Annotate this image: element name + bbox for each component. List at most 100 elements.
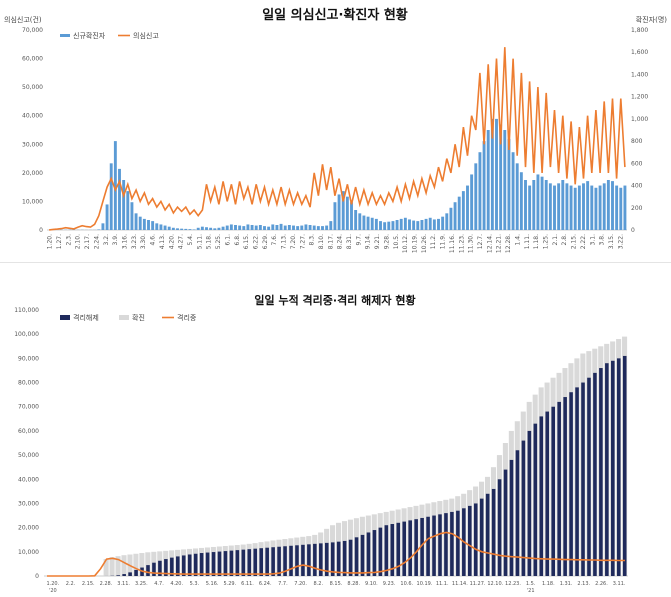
bar-confirmed xyxy=(441,217,444,230)
bar-confirmed xyxy=(557,183,560,230)
x-tick: 5.16. xyxy=(206,581,219,587)
bar-confirmed xyxy=(213,228,216,230)
bar-released xyxy=(504,470,508,576)
y-tick-left: 70,000 xyxy=(22,27,43,34)
x-tick: 1.20. xyxy=(47,234,54,249)
x-tick: 12.21. xyxy=(496,234,503,253)
legend-label-confirmed: 신규확진자 xyxy=(73,31,106,40)
bar-confirmed xyxy=(586,181,589,230)
y-tick-left: 80,000 xyxy=(18,380,39,387)
bar-released xyxy=(361,535,365,576)
bar-confirmed xyxy=(180,229,183,230)
bar-confirmed xyxy=(309,225,312,230)
bar-confirmed xyxy=(400,219,403,230)
x-tick: 7.7. xyxy=(278,581,288,587)
bar-confirmed xyxy=(516,163,519,230)
bar-released xyxy=(128,572,132,576)
bar-confirmed xyxy=(458,197,461,230)
bar-confirmed xyxy=(201,227,204,230)
bar-confirmed xyxy=(255,226,258,230)
bar-released xyxy=(134,570,138,576)
x-tick: 4.7. xyxy=(154,581,164,587)
bar-confirmed xyxy=(528,186,531,230)
bar-confirmed xyxy=(317,226,320,230)
bar-confirmed xyxy=(358,213,361,230)
bar-confirmed xyxy=(367,217,370,230)
bar-released xyxy=(528,431,532,576)
bar-released xyxy=(563,397,567,576)
bar-released xyxy=(575,387,579,576)
x-tick: 7.27. xyxy=(299,234,306,249)
bar-confirmed xyxy=(590,186,593,230)
bar-released xyxy=(242,550,246,576)
bar-released xyxy=(122,574,126,576)
bar-released xyxy=(587,378,591,576)
bar-confirmed xyxy=(429,218,432,230)
x-tick: 2.26. xyxy=(595,581,608,587)
bar-released xyxy=(623,356,627,576)
bar-released xyxy=(224,551,228,576)
bar-confirmed xyxy=(164,226,167,230)
x-tick: 1.27. xyxy=(56,234,63,249)
x-tick: 9.21. xyxy=(374,234,381,249)
bar-confirmed xyxy=(532,180,535,230)
x-tick: 9.14. xyxy=(365,234,372,249)
bar-confirmed xyxy=(354,210,357,230)
x-tick: 10.19. xyxy=(417,581,433,587)
bar-confirmed xyxy=(197,228,200,230)
legend-label-isolated: 격리중 xyxy=(177,313,197,322)
bar-released xyxy=(313,544,317,576)
y-tick-left: 50,000 xyxy=(22,84,43,91)
bar-confirmed xyxy=(404,218,407,230)
bar-confirmed xyxy=(106,204,109,230)
chart-title: 일일 누적 격리중·격리 해제자 현황 xyxy=(254,293,415,307)
bar-confirmed xyxy=(151,221,154,230)
bar-confirmed xyxy=(143,219,146,230)
x-tick: 7.20. xyxy=(294,581,307,587)
y-tick-right: 1,400 xyxy=(631,71,648,78)
bar-confirmed xyxy=(304,224,307,230)
bar-confirmed xyxy=(234,225,237,230)
x-tick: 5.29. xyxy=(223,581,236,587)
chart-title: 일일 의심신고·확진자 현황 xyxy=(262,7,408,23)
bar-released xyxy=(492,489,496,576)
bar-confirmed xyxy=(512,152,515,230)
bar-confirmed xyxy=(582,183,585,230)
bar-confirmed xyxy=(350,202,353,230)
bar-confirmed xyxy=(520,172,523,230)
x-tick: 3.8. xyxy=(599,234,606,246)
bar-confirmed xyxy=(570,186,573,230)
legend-swatch-confirmed xyxy=(119,315,129,320)
bar-confirmed xyxy=(288,225,291,230)
chart-divider xyxy=(0,262,671,263)
bar-confirmed xyxy=(246,224,249,230)
bar-released xyxy=(551,407,555,576)
x-tick: 5.11. xyxy=(196,234,203,249)
bar-confirmed xyxy=(545,180,548,230)
bar-released xyxy=(396,523,400,576)
bar-released xyxy=(176,556,180,576)
bar-released xyxy=(510,460,514,576)
x-tick: 5.18. xyxy=(206,234,213,249)
bar-released xyxy=(534,424,538,576)
bar-confirmed xyxy=(226,226,229,230)
x-tick: 6.29. xyxy=(262,234,269,249)
bar-confirmed xyxy=(118,169,121,230)
x-tick: 6.8. xyxy=(234,234,241,246)
x-tick: 6.1. xyxy=(224,234,231,246)
y-tick-left: 60,000 xyxy=(22,56,43,63)
bar-confirmed xyxy=(159,224,162,230)
bar-released xyxy=(569,392,573,576)
y-tick-left: 0 xyxy=(35,573,39,580)
bar-confirmed xyxy=(379,221,382,230)
bar-released xyxy=(480,499,484,576)
x-tick: 10.19. xyxy=(412,234,419,253)
bar-released xyxy=(468,506,472,576)
bar-released xyxy=(188,554,192,576)
x-tick: 3.16. xyxy=(122,234,129,249)
bar-confirmed xyxy=(599,186,602,230)
x-tick: 3.11. xyxy=(117,581,130,587)
bar-released xyxy=(456,511,460,576)
y-tick-right: 1,800 xyxy=(631,27,648,34)
